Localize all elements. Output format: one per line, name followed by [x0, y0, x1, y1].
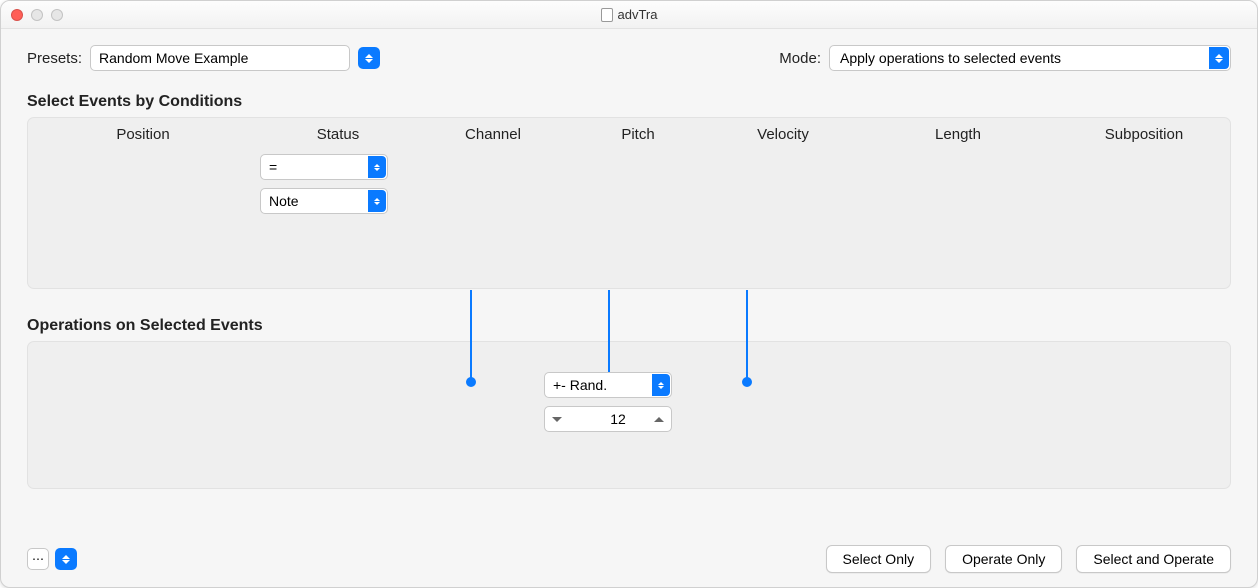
pitch-operation-select[interactable]: +- Rand.	[544, 372, 672, 398]
operations-title: Operations on Selected Events	[27, 317, 263, 335]
mode-value: Apply operations to selected events	[840, 50, 1061, 66]
presets-menu-button[interactable]	[358, 47, 380, 69]
operate-only-button[interactable]: Operate Only	[945, 545, 1062, 573]
select-only-button[interactable]: Select Only	[826, 545, 932, 573]
stepper-increment[interactable]	[647, 417, 671, 422]
dropdown-arrows-icon	[1209, 47, 1229, 69]
stepper-decrement[interactable]	[545, 417, 569, 422]
more-options-button[interactable]: ⋯	[27, 548, 49, 570]
select-and-operate-button[interactable]: Select and Operate	[1076, 545, 1231, 573]
status-value-select[interactable]: Note	[260, 188, 388, 214]
app-window: advTra Presets: Random Move Example Mode…	[0, 0, 1258, 588]
dropdown-arrows-icon	[368, 190, 386, 212]
col-subposition: Subposition	[1058, 126, 1230, 143]
conditions-title: Select Events by Conditions	[27, 93, 1231, 111]
divider-handle[interactable]	[746, 290, 748, 382]
status-operator-select[interactable]: =	[260, 154, 388, 180]
divider-handle[interactable]	[608, 290, 610, 382]
dropdown-arrows-icon	[652, 374, 670, 396]
status-operator-value: =	[269, 159, 277, 175]
pitch-operation-value: +- Rand.	[553, 377, 607, 393]
window-title-text: advTra	[618, 7, 658, 22]
divider-handle[interactable]	[470, 290, 472, 382]
document-icon	[601, 8, 613, 22]
pitch-value-stepper[interactable]: 12	[544, 406, 672, 432]
col-velocity: Velocity	[708, 126, 858, 143]
operations-panel: +- Rand. 12	[27, 341, 1231, 489]
status-value: Note	[269, 193, 299, 209]
ellipsis-icon: ⋯	[32, 552, 44, 566]
col-position: Position	[28, 126, 258, 143]
mode-select[interactable]: Apply operations to selected events	[829, 45, 1231, 71]
footer-menu-button[interactable]	[55, 548, 77, 570]
zoom-window-button[interactable]	[51, 9, 63, 21]
col-channel: Channel	[418, 126, 568, 143]
traffic-lights	[11, 9, 63, 21]
pitch-value: 12	[569, 411, 647, 427]
mode-label: Mode:	[779, 50, 821, 67]
column-headers: Position Status Channel Pitch Velocity L…	[28, 118, 1230, 143]
minimize-window-button[interactable]	[31, 9, 43, 21]
titlebar: advTra	[1, 1, 1257, 29]
close-window-button[interactable]	[11, 9, 23, 21]
dropdown-arrows-icon	[368, 156, 386, 178]
window-title: advTra	[1, 7, 1257, 22]
presets-label: Presets:	[27, 50, 82, 67]
col-length: Length	[858, 126, 1058, 143]
col-status: Status	[258, 126, 418, 143]
conditions-panel: Position Status Channel Pitch Velocity L…	[27, 117, 1231, 289]
col-pitch: Pitch	[568, 126, 708, 143]
presets-value: Random Move Example	[99, 50, 248, 66]
presets-field[interactable]: Random Move Example	[90, 45, 350, 71]
